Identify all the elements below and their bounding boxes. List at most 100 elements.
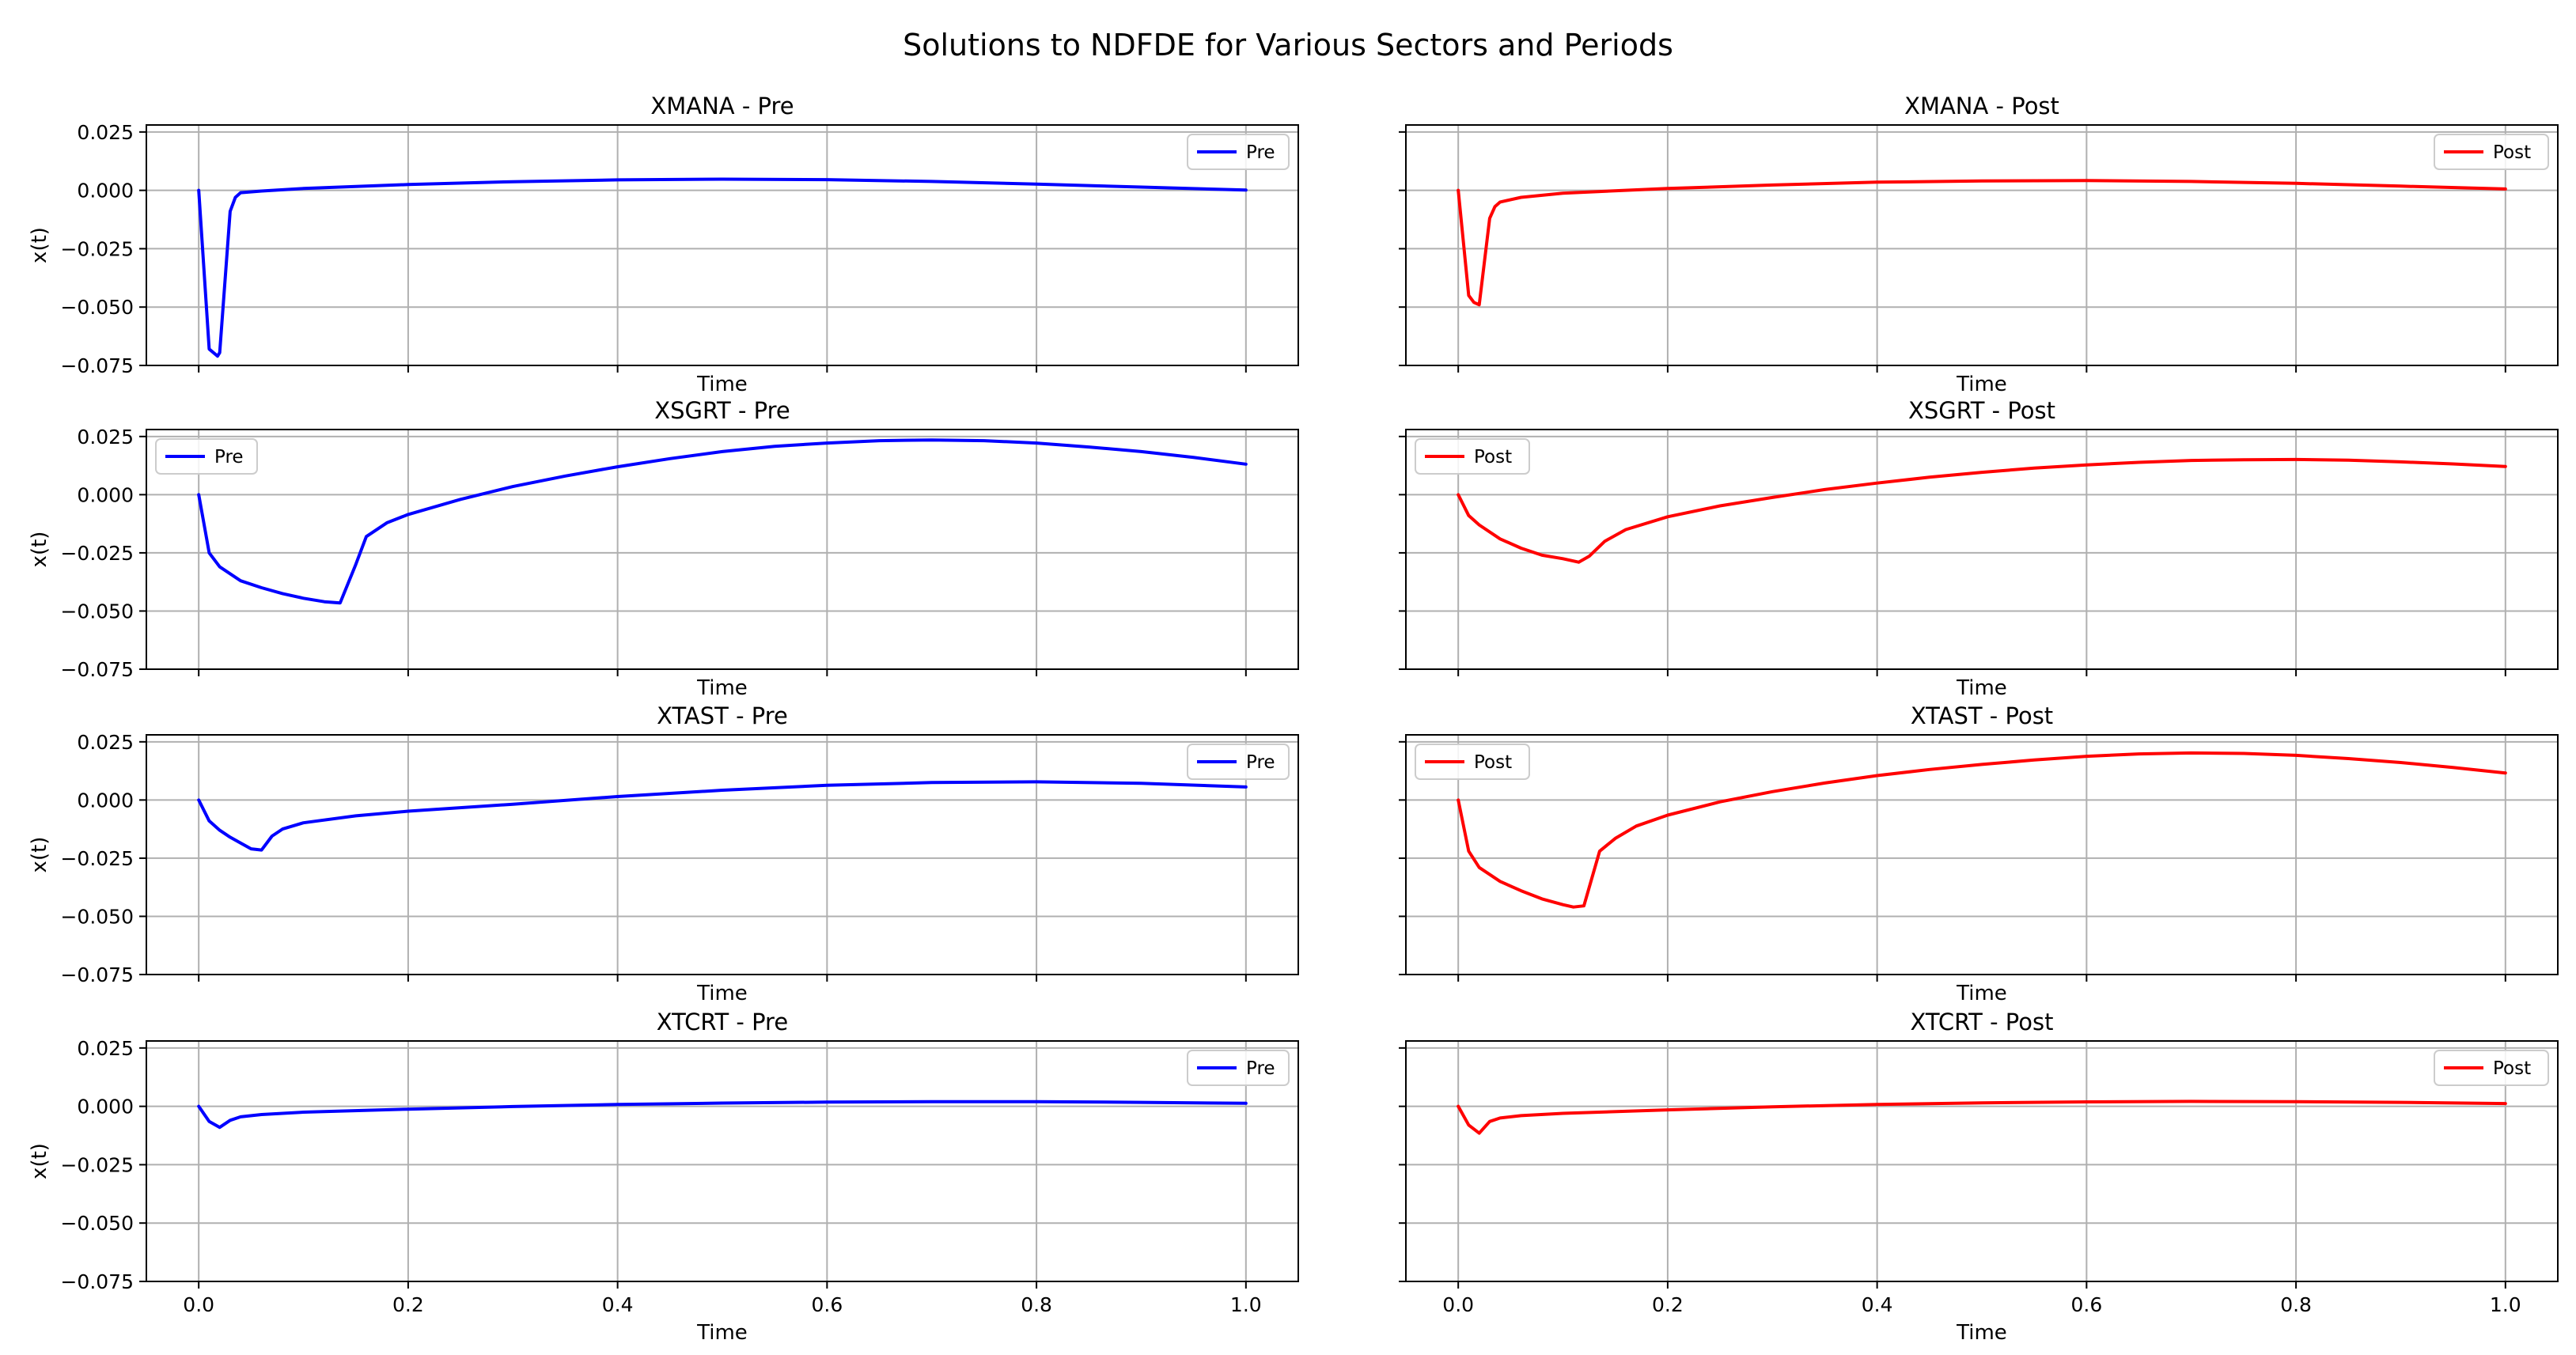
legend: Pre: [155, 438, 258, 475]
y-tick-label: −0.025: [60, 237, 134, 260]
y-tick-label: 0.025: [77, 426, 134, 449]
y-tick-label: −0.075: [60, 658, 134, 681]
y-tick-label: 0.000: [77, 180, 134, 202]
y-tick-label: 0.000: [77, 789, 134, 812]
axes-frame: [1405, 429, 2559, 670]
x-tick-label: 0.4: [1862, 1293, 1893, 1316]
subplot-title: XTAST - Post: [1911, 702, 2053, 729]
legend-box: [2434, 1050, 2549, 1086]
legend-box: [2434, 134, 2549, 170]
legend: Post: [1415, 744, 1530, 780]
legend-label: Pre: [1246, 142, 1275, 163]
legend-box: [1187, 1050, 1290, 1086]
axes-frame: [1405, 1040, 2559, 1282]
series-line-pre: [197, 177, 1248, 358]
x-tick-label: 0.8: [2280, 1293, 2312, 1316]
series-line-post: [1457, 751, 2507, 909]
legend: Pre: [1187, 744, 1290, 780]
subplot-title: XSGRT - Pre: [654, 397, 790, 424]
y-tick-label: −0.050: [60, 1212, 134, 1235]
legend: Post: [2434, 134, 2549, 170]
y-axis-label: x(t): [28, 837, 51, 873]
legend-label: Pre: [214, 447, 244, 467]
x-axis-label: Time: [696, 676, 748, 700]
panels-grid: 0.025 0.000 −0.025 −0.050 −0.075 XMANA - Pre T…: [28, 93, 2559, 1345]
series-line-pre: [197, 1100, 1248, 1130]
series-line-post: [1457, 457, 2507, 564]
subplot-title: XTCRT - Pre: [657, 1009, 788, 1035]
legend-label: Pre: [1246, 1058, 1275, 1079]
x-tick-label: 0.0: [1442, 1293, 1474, 1316]
x-axis-label: Time: [696, 982, 748, 1005]
axes-frame: [1405, 124, 2559, 366]
series-line-post: [1457, 179, 2507, 307]
x-tick-label: 1.0: [2490, 1293, 2521, 1316]
legend-label: Post: [2493, 1058, 2531, 1079]
subplot-2: XMANA - Post Time Post: [1399, 93, 2559, 396]
subplot-3: 0.025 0.000 −0.025 −0.050 −0.075 XSGRT - Pre T…: [28, 397, 1299, 700]
subplot-5: 0.025 0.000 −0.025 −0.050 −0.075 XTAST - Pre T…: [28, 702, 1299, 1005]
subplot-title: XMANA - Pre: [650, 93, 794, 119]
y-tick-label: −0.075: [60, 1270, 134, 1293]
legend-label: Pre: [1246, 752, 1275, 773]
x-axis-label: Time: [1956, 1321, 2007, 1345]
subplot-7: 0.0 0.2 0.4 0.6 0.8 1.0 0.025 0.000 −0.025 −0.050…: [28, 1009, 1299, 1345]
subplot-4: XSGRT - Post Time Post: [1399, 397, 2559, 700]
y-tick-label: −0.050: [60, 296, 134, 319]
axes-frame: [146, 429, 1299, 670]
figure-title: Solutions to NDFDE for Various Sectors a…: [903, 28, 1673, 62]
x-tick-label: 0.4: [602, 1293, 634, 1316]
axes-frame: [146, 734, 1299, 975]
legend-label: Post: [2493, 142, 2531, 163]
y-tick-label: −0.050: [60, 600, 134, 623]
y-tick-label: −0.025: [60, 847, 134, 870]
subplot-title: XTAST - Pre: [657, 702, 788, 729]
x-axis-label: Time: [1956, 373, 2007, 396]
y-axis-label: x(t): [28, 227, 51, 263]
y-tick-label: 0.025: [77, 121, 134, 144]
legend: Post: [2434, 1050, 2549, 1086]
legend: Pre: [1187, 1050, 1290, 1086]
subplot-6: XTAST - Post Time Post: [1399, 702, 2559, 1005]
legend-box: [1187, 134, 1290, 170]
axes-frame: [1405, 734, 2559, 975]
legend-box: [155, 438, 258, 475]
x-tick-label: 0.0: [183, 1293, 214, 1316]
series-line-post: [1457, 1100, 2507, 1135]
axes-frame: [146, 1040, 1299, 1282]
y-tick-label: −0.025: [60, 542, 134, 565]
x-tick-label: 0.6: [811, 1293, 843, 1316]
legend-label: Post: [1474, 752, 1512, 773]
y-tick-label: 0.000: [77, 1096, 134, 1118]
y-tick-label: −0.025: [60, 1153, 134, 1176]
subplot-1: 0.025 0.000 −0.025 −0.050 −0.075 XMANA - Pre T…: [28, 93, 1299, 396]
x-tick-label: 0.8: [1021, 1293, 1052, 1316]
y-tick-label: 0.025: [77, 731, 134, 754]
x-tick-label: 0.2: [1652, 1293, 1684, 1316]
y-axis-label: x(t): [28, 1143, 51, 1179]
legend-box: [1415, 744, 1530, 780]
y-tick-label: 0.000: [77, 483, 134, 506]
x-tick-label: 1.0: [1230, 1293, 1262, 1316]
subplot-8: 0.0 0.2 0.4 0.6 0.8 1.0 XTCRT - Post Time Post: [1399, 1009, 2559, 1345]
x-axis-label: Time: [696, 373, 748, 396]
y-tick-label: −0.075: [60, 354, 134, 377]
axes-frame: [146, 124, 1299, 366]
y-tick-label: 0.025: [77, 1037, 134, 1060]
y-tick-label: −0.050: [60, 905, 134, 928]
series-line-pre: [197, 780, 1248, 852]
y-axis-label: x(t): [28, 532, 51, 568]
y-tick-label: −0.075: [60, 963, 134, 986]
legend: Post: [1415, 438, 1530, 475]
x-axis-label: Time: [1956, 676, 2007, 700]
legend-label: Post: [1474, 447, 1512, 467]
legend-box: [1187, 744, 1290, 780]
subplot-title: XMANA - Post: [1904, 93, 2059, 119]
legend-box: [1415, 438, 1530, 475]
x-axis-label: Time: [1956, 982, 2007, 1005]
x-tick-label: 0.6: [2070, 1293, 2102, 1316]
x-tick-label: 0.2: [392, 1293, 424, 1316]
x-axis-label: Time: [696, 1321, 748, 1345]
